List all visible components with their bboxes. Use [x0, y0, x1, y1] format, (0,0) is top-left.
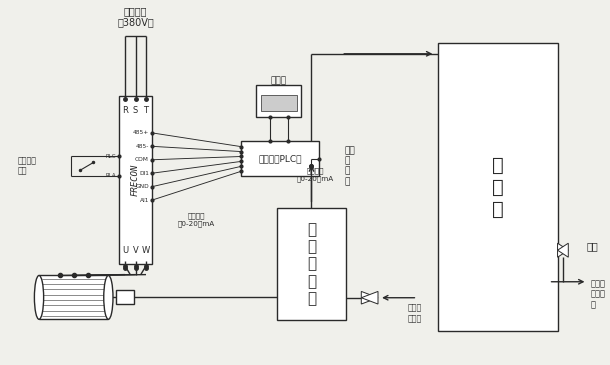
Text: RLC: RLC [106, 154, 116, 159]
Text: 频率信号
（0-20）mA: 频率信号 （0-20）mA [178, 212, 215, 227]
Bar [261, 95, 296, 111]
Text: 变频故障
报警: 变频故障 报警 [18, 156, 37, 176]
Text: COM: COM [135, 157, 149, 162]
Text: GND: GND [135, 184, 149, 189]
Text: FRECON: FRECON [131, 164, 140, 196]
Text: DI1: DI1 [139, 171, 149, 176]
Bar [119, 96, 152, 264]
Ellipse shape [104, 276, 113, 319]
Text: W: W [142, 246, 150, 254]
Bar [39, 276, 109, 319]
Polygon shape [361, 291, 378, 304]
Text: 485+: 485+ [133, 130, 149, 135]
Polygon shape [361, 291, 378, 304]
Text: S: S [133, 106, 138, 115]
Polygon shape [558, 243, 569, 257]
Text: 阀门: 阀门 [586, 241, 598, 251]
Text: T: T [143, 106, 148, 115]
Text: 反馈信号
（0-20）mA: 反馈信号 （0-20）mA [296, 168, 334, 182]
Text: V: V [132, 246, 138, 254]
Text: 出气供
设备使
用: 出气供 设备使 用 [590, 279, 605, 309]
Text: 储
气
罐: 储 气 罐 [492, 155, 504, 219]
Bar [116, 291, 134, 304]
Text: 过滤后
的空气: 过滤后 的空气 [407, 304, 422, 323]
Text: 文本屏: 文本屏 [271, 76, 287, 85]
Text: 气
体
压
缩
腔: 气 体 压 缩 腔 [307, 222, 316, 306]
Text: 485-: 485- [135, 144, 149, 149]
Bar [277, 208, 346, 320]
Text: 压力
传
感
器: 压力 传 感 器 [344, 146, 355, 186]
Text: RLA: RLA [106, 173, 116, 178]
Text: 输入电源
（380V）: 输入电源 （380V） [117, 6, 154, 27]
Ellipse shape [34, 276, 44, 319]
Bar [242, 141, 319, 176]
Bar [256, 85, 301, 117]
Text: 控制器（PLC）: 控制器（PLC） [259, 154, 302, 164]
Text: R: R [122, 106, 128, 115]
Polygon shape [558, 243, 569, 257]
Text: AI1: AI1 [140, 198, 149, 203]
Text: U: U [122, 246, 128, 254]
Bar [438, 43, 558, 331]
